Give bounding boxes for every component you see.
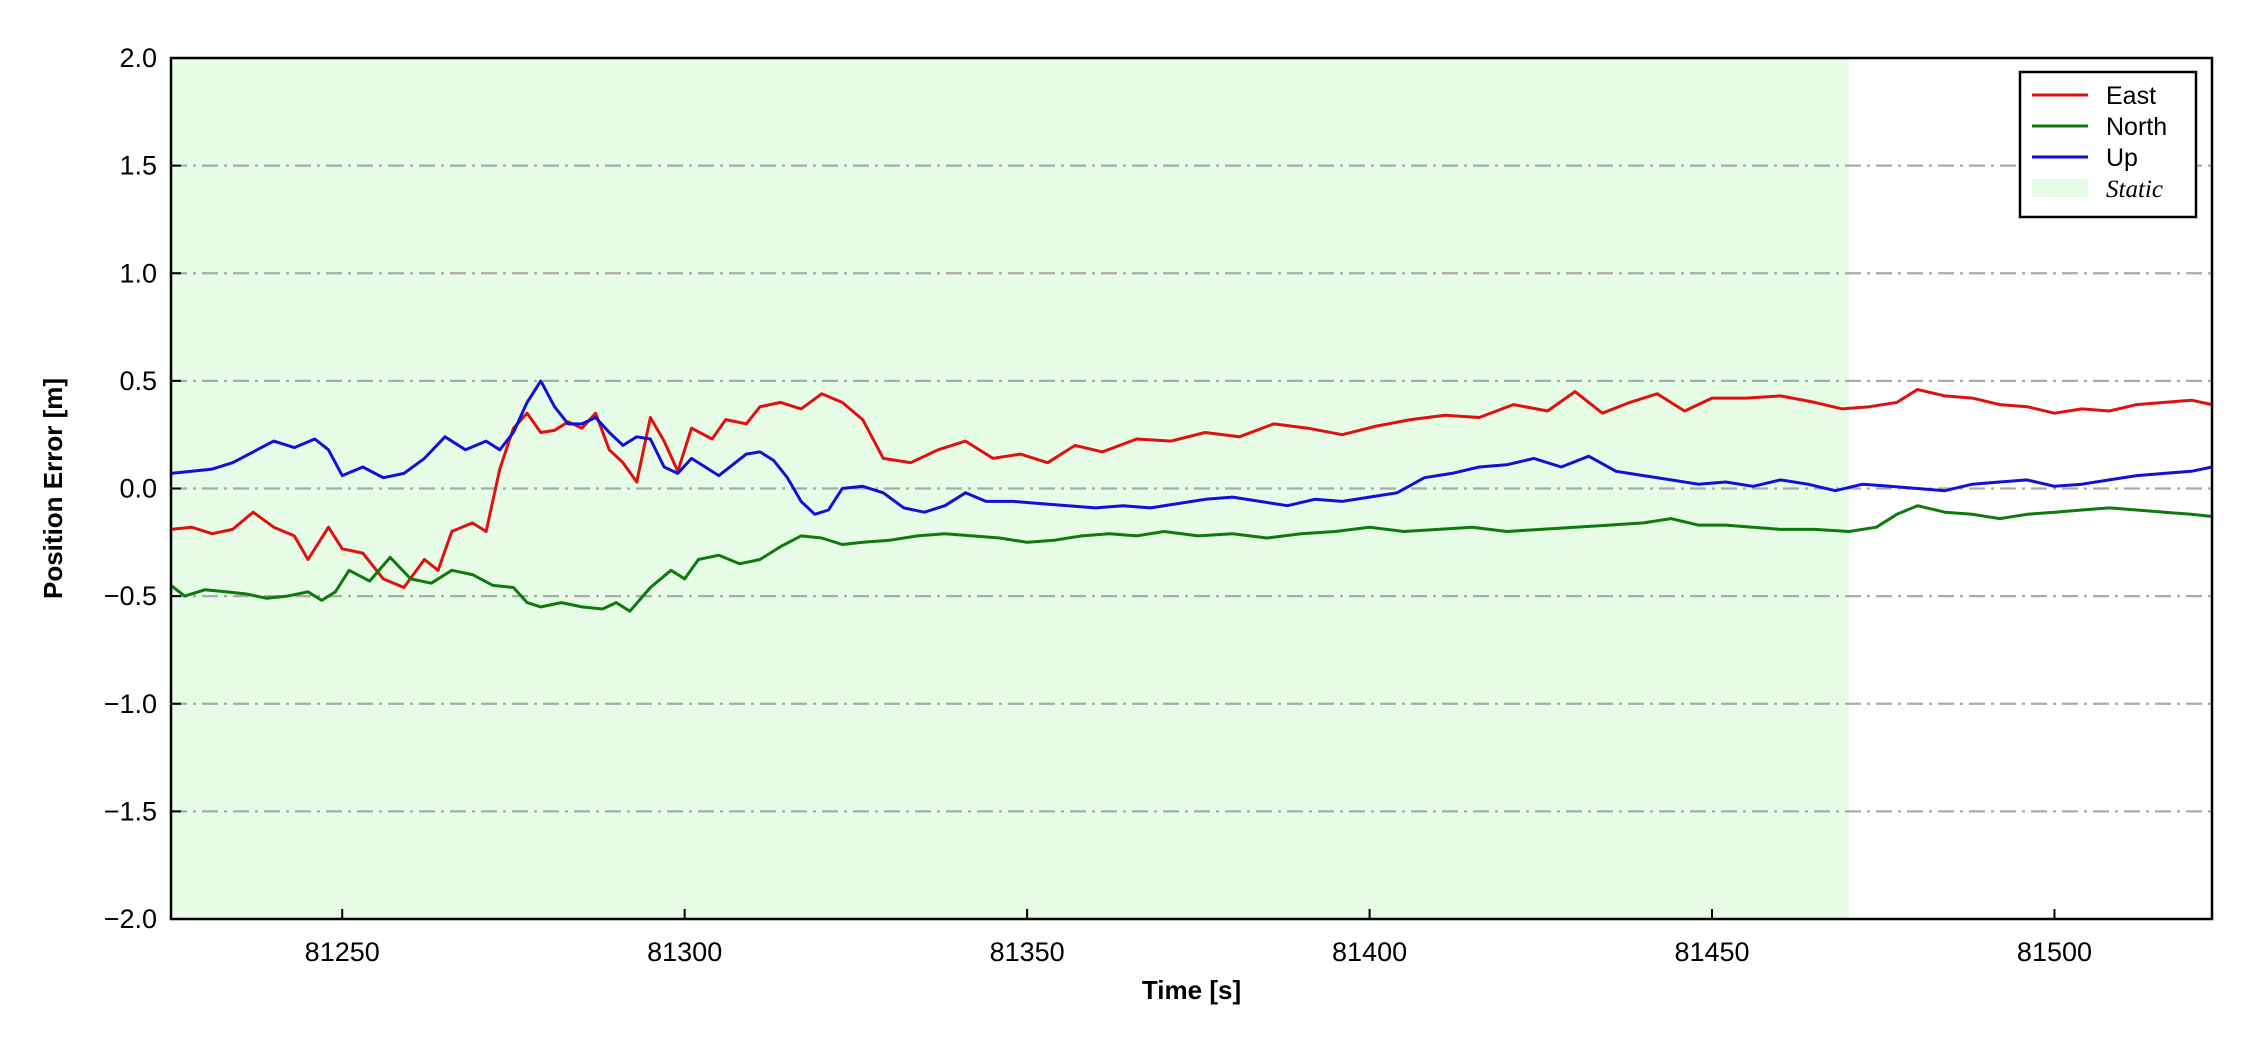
legend-swatch-static <box>2032 179 2088 197</box>
y-tick-label: −1.0 <box>104 689 157 719</box>
legend-label-east: East <box>2106 82 2156 110</box>
y-tick-label: −2.0 <box>104 904 157 934</box>
ticks <box>171 57 2056 920</box>
legend-label-static: Static <box>2106 176 2163 203</box>
y-tick-label: 1.0 <box>119 258 157 288</box>
x-tick-label: 81250 <box>305 937 380 967</box>
legend-label-north: North <box>2106 113 2167 141</box>
y-tick-label: 0.0 <box>119 474 157 504</box>
series-line-up <box>170 379 2213 516</box>
x-tick-label: 81350 <box>990 937 1065 967</box>
legend-label-up: Up <box>2106 144 2138 172</box>
y-tick-label: 1.5 <box>119 151 157 181</box>
y-tick-label: −1.5 <box>104 796 157 826</box>
x-tick-label: 81500 <box>2017 937 2092 967</box>
x-tick-label: 81450 <box>1674 937 1749 967</box>
x-tick-label: 81300 <box>647 937 722 967</box>
x-tick-label: 81400 <box>1332 937 1407 967</box>
series-layer <box>170 379 2213 613</box>
series-line-east <box>170 388 2213 589</box>
legend: East North Up Static <box>2018 70 2198 219</box>
series-line-north <box>170 504 2213 613</box>
y-tick-label: −0.5 <box>104 581 157 611</box>
tick-labels: 81250 81300 81350 81400 81450 81500 −2.0 −1.5 −1… <box>104 43 2092 967</box>
y-axis-title: Position Error [m] <box>38 378 68 599</box>
y-tick-label: 0.5 <box>119 366 157 396</box>
y-tick-label: 2.0 <box>119 43 157 73</box>
x-axis-title: Time [s] <box>1142 975 1241 1005</box>
